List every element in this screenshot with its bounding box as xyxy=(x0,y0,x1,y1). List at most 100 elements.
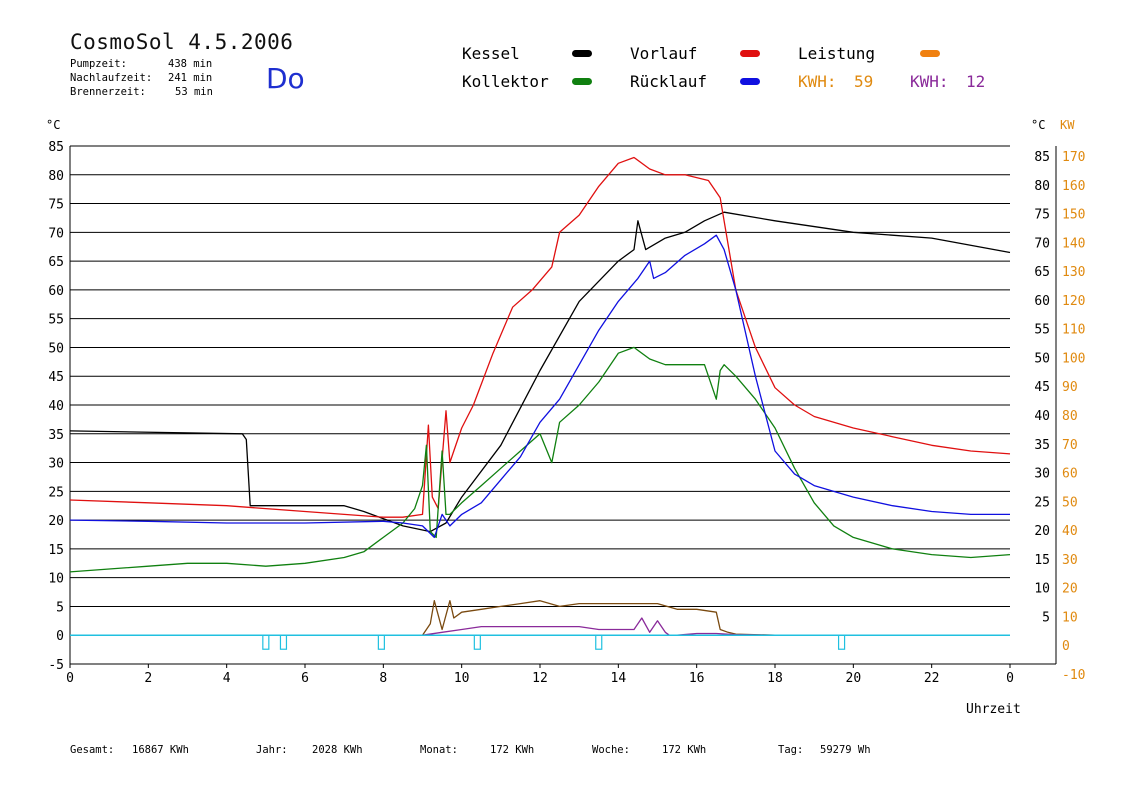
y-tick-right-c: 25 xyxy=(1034,495,1050,510)
y-tick-right-c: 70 xyxy=(1034,236,1050,251)
y-tick-right-c: 55 xyxy=(1034,323,1050,338)
x-tick-label: 4 xyxy=(223,671,231,686)
legend-kwh1-value: 59 xyxy=(854,72,874,91)
footer-woche-label: Woche: xyxy=(592,744,630,756)
y-tick-left: 35 xyxy=(48,428,64,443)
y-tick-left: 20 xyxy=(48,514,64,529)
footer-monat-value: 172 KWh xyxy=(490,744,535,756)
legend-leistung-swatch xyxy=(920,50,940,57)
y-tick-right-c: 5 xyxy=(1042,610,1050,625)
burner-marker xyxy=(377,634,385,650)
y-tick-right-kw: 150 xyxy=(1062,208,1085,223)
burner-marker xyxy=(279,634,288,650)
legend-ruecklauf-label: Rücklauf xyxy=(630,72,708,91)
y-tick-right-c: 30 xyxy=(1034,467,1050,482)
y-tick-right-kw: 30 xyxy=(1062,553,1078,568)
footer-jahr-value: 2028 KWh xyxy=(312,744,363,756)
y-tick-right-c: 40 xyxy=(1034,409,1050,424)
x-tick-label: 0 xyxy=(1006,671,1014,686)
series-line-kessel xyxy=(69,211,1011,533)
x-tick-label: 18 xyxy=(767,671,783,686)
y-tick-right-c: 35 xyxy=(1034,438,1050,453)
y-tick-left: 30 xyxy=(48,457,64,472)
y-tick-left: 65 xyxy=(48,255,64,270)
legend-kollektor-label: Kollektor xyxy=(462,72,549,91)
y-tick-left: 15 xyxy=(48,543,64,558)
y-tick-left: 50 xyxy=(48,341,64,356)
y-tick-right-kw: 90 xyxy=(1062,380,1078,395)
weekday-label: Do xyxy=(266,62,305,95)
legend-kwh2-value: 12 xyxy=(966,72,986,91)
y-tick-right-c: 65 xyxy=(1034,265,1050,280)
x-tick-label: 0 xyxy=(66,671,74,686)
x-tick-label: 2 xyxy=(144,671,152,686)
x-tick-label: 14 xyxy=(611,671,627,686)
y-tick-right-c: 45 xyxy=(1034,380,1050,395)
series-line-rcklauf xyxy=(69,234,1010,539)
y-tick-right-kw: 70 xyxy=(1062,438,1078,453)
stat-brennerzeit-value: 53 min xyxy=(175,86,213,98)
y-tick-left: 0 xyxy=(56,629,64,644)
chart-markers xyxy=(70,634,1010,650)
chart-grid xyxy=(69,145,1057,665)
y-tick-right-kw: 80 xyxy=(1062,409,1078,424)
burner-marker xyxy=(473,634,481,650)
stat-nachlaufzeit-value: 241 min xyxy=(168,72,213,84)
y-tick-right-c: 10 xyxy=(1034,582,1050,597)
y-tick-right-c: 85 xyxy=(1034,150,1050,165)
right-axis-unit-kw: KW xyxy=(1060,118,1075,132)
x-tick-label: 8 xyxy=(379,671,387,686)
y-tick-left: 25 xyxy=(48,485,64,500)
y-tick-right-kw: 100 xyxy=(1062,351,1085,366)
series-line-vorlauf xyxy=(69,156,1011,518)
burner-marker xyxy=(262,634,270,650)
y-tick-left: 75 xyxy=(48,198,64,213)
legend-leistung-label: Leistung xyxy=(798,44,876,63)
burner-marker xyxy=(595,634,603,650)
y-tick-left: 70 xyxy=(48,226,64,241)
y-tick-right-kw: 160 xyxy=(1062,179,1085,194)
chart-series xyxy=(69,156,1011,636)
footer-tag-value: 59279 Wh xyxy=(820,744,871,756)
series-line-leistung xyxy=(421,600,776,636)
x-tick-label: 20 xyxy=(846,671,862,686)
x-axis-label: Uhrzeit xyxy=(966,702,1021,717)
y-tick-right-kw: 120 xyxy=(1062,294,1085,309)
y-tick-right-c: 75 xyxy=(1034,208,1050,223)
y-tick-left: 85 xyxy=(48,140,64,155)
y-tick-right-c: 60 xyxy=(1034,294,1050,309)
chart-title: CosmoSol 4.5.2006 xyxy=(70,30,294,54)
footer-gesamt-label: Gesamt: xyxy=(70,744,115,756)
legend-kollektor-swatch xyxy=(572,78,592,85)
burner-marker xyxy=(837,634,846,650)
y-tick-left: 55 xyxy=(48,313,64,328)
footer-jahr-label: Jahr: xyxy=(256,744,288,756)
x-tick-label: 12 xyxy=(532,671,548,686)
x-tick-label: 10 xyxy=(454,671,470,686)
stat-pumpzeit-label: Pumpzeit: xyxy=(70,58,127,70)
legend-kwh2-label: KWH: xyxy=(910,72,949,91)
y-tick-right-kw: -10 xyxy=(1062,668,1085,683)
y-tick-right-kw: 130 xyxy=(1062,265,1085,280)
y-tick-right-kw: 140 xyxy=(1062,236,1085,251)
y-tick-right-c: 80 xyxy=(1034,179,1050,194)
x-tick-label: 22 xyxy=(924,671,940,686)
y-tick-left: 60 xyxy=(48,284,64,299)
footer-woche-value: 172 KWh xyxy=(662,744,707,756)
y-tick-left: 45 xyxy=(48,370,64,385)
stat-brennerzeit-label: Brennerzeit: xyxy=(70,86,146,98)
y-tick-left: 80 xyxy=(48,169,64,184)
y-tick-right-c: 20 xyxy=(1034,524,1050,539)
y-tick-right-c: 50 xyxy=(1034,351,1050,366)
y-tick-right-kw: 170 xyxy=(1062,150,1085,165)
y-tick-left: 5 xyxy=(56,600,64,615)
y-tick-left: 10 xyxy=(48,572,64,587)
footer-gesamt-value: 16867 KWh xyxy=(132,744,189,756)
y-tick-right-kw: 0 xyxy=(1062,639,1070,654)
y-tick-right-c: 15 xyxy=(1034,553,1050,568)
y-tick-right-kw: 50 xyxy=(1062,495,1078,510)
series-line-kollektor xyxy=(69,346,1011,573)
legend-ruecklauf-swatch xyxy=(740,78,760,85)
x-tick-label: 16 xyxy=(689,671,705,686)
